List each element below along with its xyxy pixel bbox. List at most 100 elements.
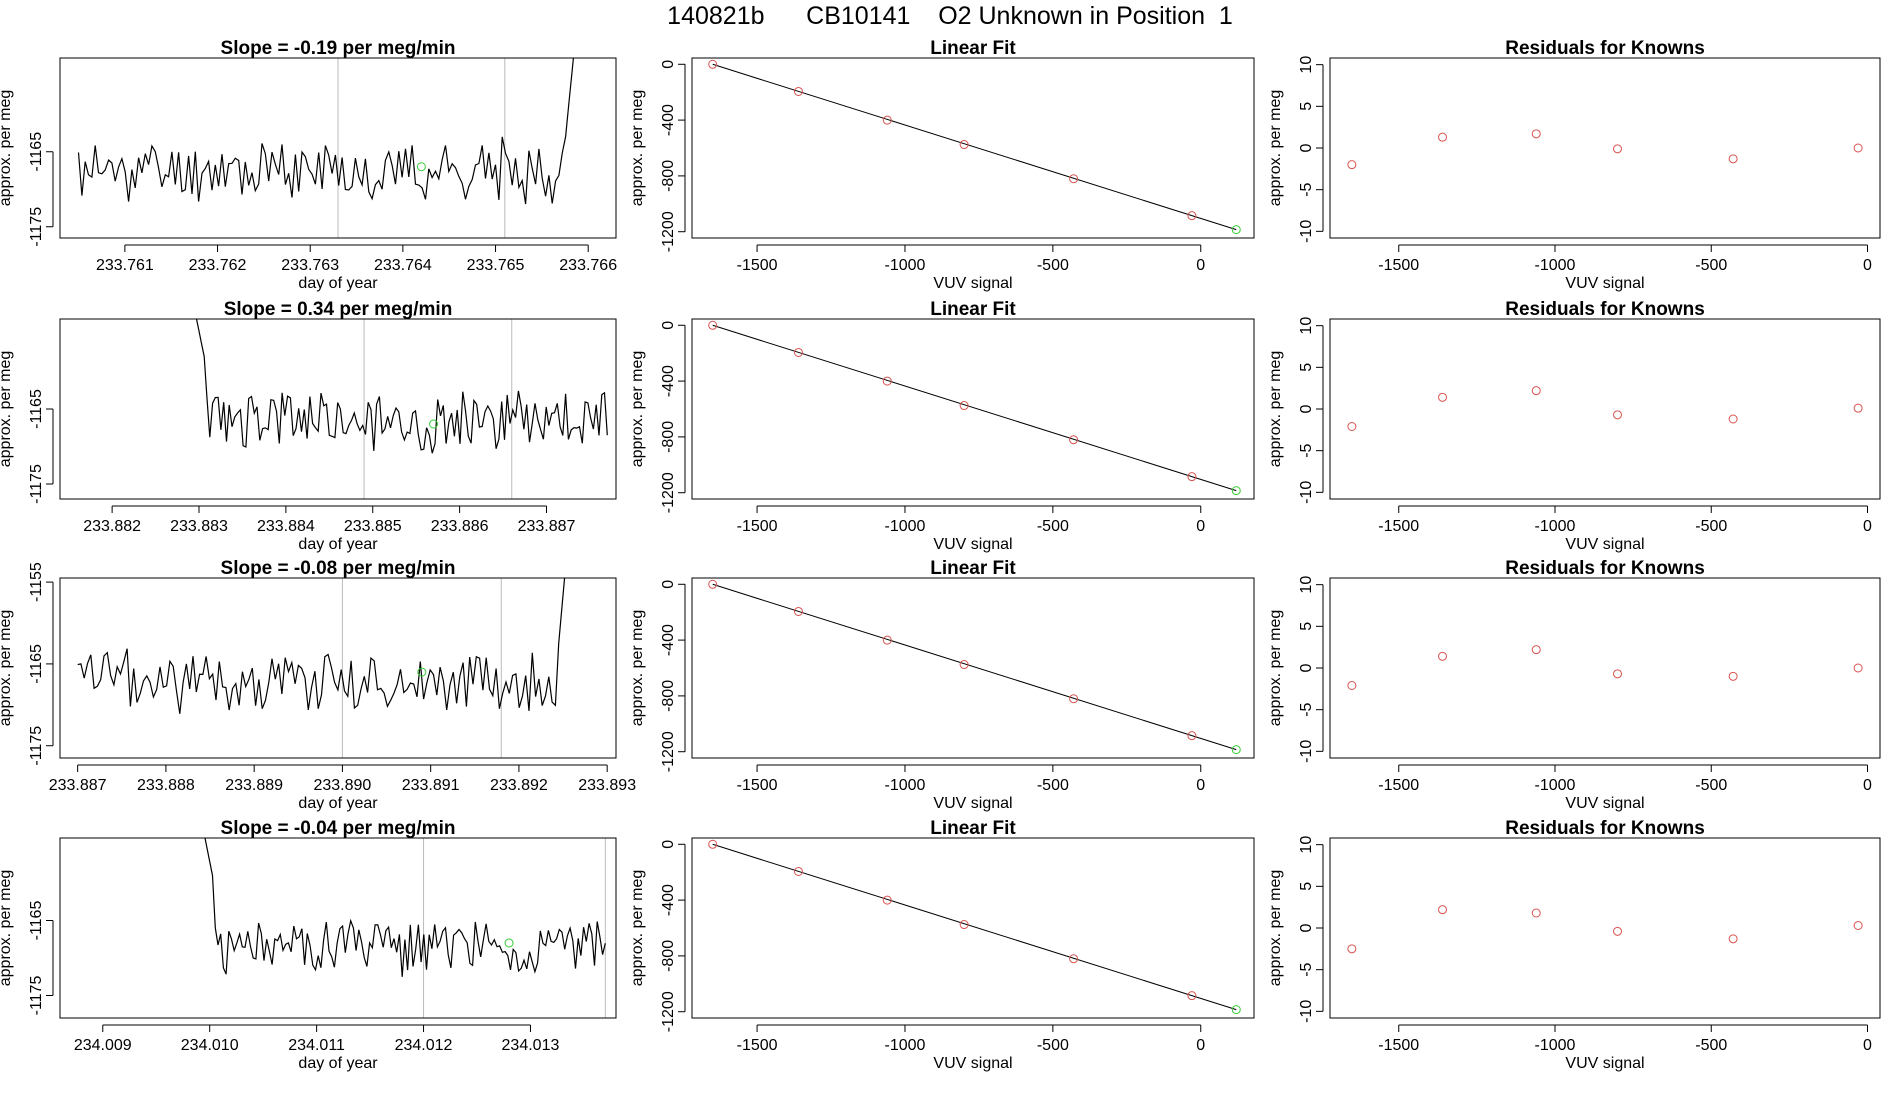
y-tick-label: -800 <box>660 940 677 972</box>
known-point <box>708 320 718 330</box>
known-point <box>1613 144 1622 154</box>
y-tick-label: -1200 <box>660 991 677 1032</box>
x-tick-label: 233.764 <box>374 257 432 274</box>
y-tick-label: -1200 <box>660 472 677 513</box>
known-point <box>793 86 803 96</box>
plot-area <box>204 838 606 1018</box>
panel-title: Slope = -0.04 per meg/min <box>221 818 456 839</box>
y-tick-label: -1200 <box>660 731 677 772</box>
x-tick-label: -1000 <box>885 518 926 535</box>
plot-frame <box>691 57 1255 239</box>
known-point <box>1531 645 1541 655</box>
panel-title: Residuals for Knowns <box>1505 818 1705 839</box>
known-point <box>1531 129 1541 139</box>
plot-area <box>1347 645 1863 690</box>
plot-frame <box>59 318 617 500</box>
plot-frame <box>1329 57 1881 239</box>
y-tick-label: -5 <box>1298 962 1315 976</box>
plot-area <box>1347 129 1863 170</box>
known-point <box>1728 934 1738 944</box>
x-tick-label: -1000 <box>885 257 926 274</box>
y-axis-label: approx. per meg <box>0 351 14 468</box>
y-tick-label: -400 <box>660 365 677 397</box>
x-tick-label: -1000 <box>1535 1037 1576 1054</box>
x-axis-label: VUV signal <box>933 795 1012 812</box>
x-tick-label: -1000 <box>1535 777 1576 794</box>
plot-area <box>77 578 566 758</box>
x-tick-label: 233.890 <box>313 777 371 794</box>
x-tick-label: 233.886 <box>431 518 489 535</box>
y-tick-label: 10 <box>1298 317 1315 335</box>
y-axis-label: approx. per meg <box>1267 90 1284 207</box>
plot-frame <box>691 837 1255 1019</box>
y-tick-label: -10 <box>1298 740 1315 763</box>
x-tick-label: 0 <box>1196 257 1205 274</box>
plot-area <box>708 320 1241 496</box>
plot-frame <box>1329 318 1881 500</box>
plot-frame <box>1329 577 1881 759</box>
known-point <box>793 347 803 357</box>
x-tick-label: 234.009 <box>74 1037 132 1054</box>
x-axis-label: VUV signal <box>1565 536 1644 553</box>
x-tick-label: 234.012 <box>395 1037 453 1054</box>
known-point <box>793 606 803 616</box>
known-point <box>959 920 969 930</box>
x-tick-label: -1500 <box>1378 1037 1419 1054</box>
y-axis-label: approx. per meg <box>0 90 14 207</box>
x-tick-label: -500 <box>1037 1037 1069 1054</box>
panel-4-1: Slope = -0.04 per meg/min 234.009 234.010 2… <box>0 818 617 1072</box>
x-tick-label: 233.887 <box>49 777 107 794</box>
known-point <box>1438 905 1447 915</box>
page-title: 140821b CB10141 O2 Unknown in Position 1 <box>667 2 1233 30</box>
y-axis-label: approx. per meg <box>0 610 14 727</box>
panel-title: Linear Fit <box>930 299 1016 320</box>
plot-frame <box>59 57 617 239</box>
y-tick-label: -10 <box>1298 481 1315 504</box>
panel-title: Linear Fit <box>930 818 1016 839</box>
plot-frame <box>1329 837 1881 1019</box>
x-tick-label: -1500 <box>1378 518 1419 535</box>
x-axis-label: VUV signal <box>933 275 1012 292</box>
panel-2-1: Slope = 0.34 per meg/min 233.882 233.883 23… <box>0 299 617 553</box>
plot-area <box>708 839 1241 1015</box>
known-point <box>1069 435 1079 445</box>
x-tick-label: 0 <box>1863 518 1872 535</box>
x-tick-label: -500 <box>1695 518 1727 535</box>
panel-title: Residuals for Knowns <box>1505 38 1705 59</box>
known-point <box>708 839 718 849</box>
x-tick-label: 0 <box>1196 1037 1205 1054</box>
y-axis-label: approx. per meg <box>1267 610 1284 727</box>
known-point <box>1531 386 1541 396</box>
known-point <box>1187 472 1197 482</box>
plot-frame <box>691 318 1255 500</box>
x-axis-label: day of year <box>298 1055 378 1072</box>
panel-1-2: Linear Fit -1500 -1000 -500 0 VUV signal 0 -400… <box>629 38 1255 292</box>
x-tick-label: 233.762 <box>189 257 247 274</box>
known-point <box>1069 954 1079 964</box>
unknown-marker <box>417 667 427 677</box>
known-point <box>1187 211 1197 221</box>
known-point <box>1347 944 1357 954</box>
known-point <box>1438 132 1447 142</box>
plot-frame <box>59 577 617 759</box>
panel-3-1: Slope = -0.08 per meg/min 233.887 233.888 2… <box>0 558 636 812</box>
x-tick-label: -1500 <box>737 518 778 535</box>
x-tick-label: -1000 <box>1535 257 1576 274</box>
x-tick-label: 0 <box>1863 1037 1872 1054</box>
x-tick-label: -1500 <box>737 257 778 274</box>
y-axis-label: approx. per meg <box>629 870 646 987</box>
y-tick-label: 0 <box>660 840 677 849</box>
known-point <box>708 59 718 69</box>
x-tick-label: 233.891 <box>402 777 460 794</box>
panel-title: Slope = -0.08 per meg/min <box>221 558 456 579</box>
y-tick-label: 10 <box>1298 576 1315 594</box>
y-tick-label: 0 <box>1298 143 1315 152</box>
panel-3-2: Linear Fit -1500 -1000 -500 0 VUV signal 0 -400… <box>629 558 1255 812</box>
known-point <box>882 115 892 125</box>
y-tick-label: -400 <box>660 104 677 136</box>
known-point <box>1347 681 1357 690</box>
y-tick-label: 5 <box>1298 363 1315 372</box>
plot-frame <box>59 837 617 1019</box>
fit-line <box>712 843 1237 1011</box>
